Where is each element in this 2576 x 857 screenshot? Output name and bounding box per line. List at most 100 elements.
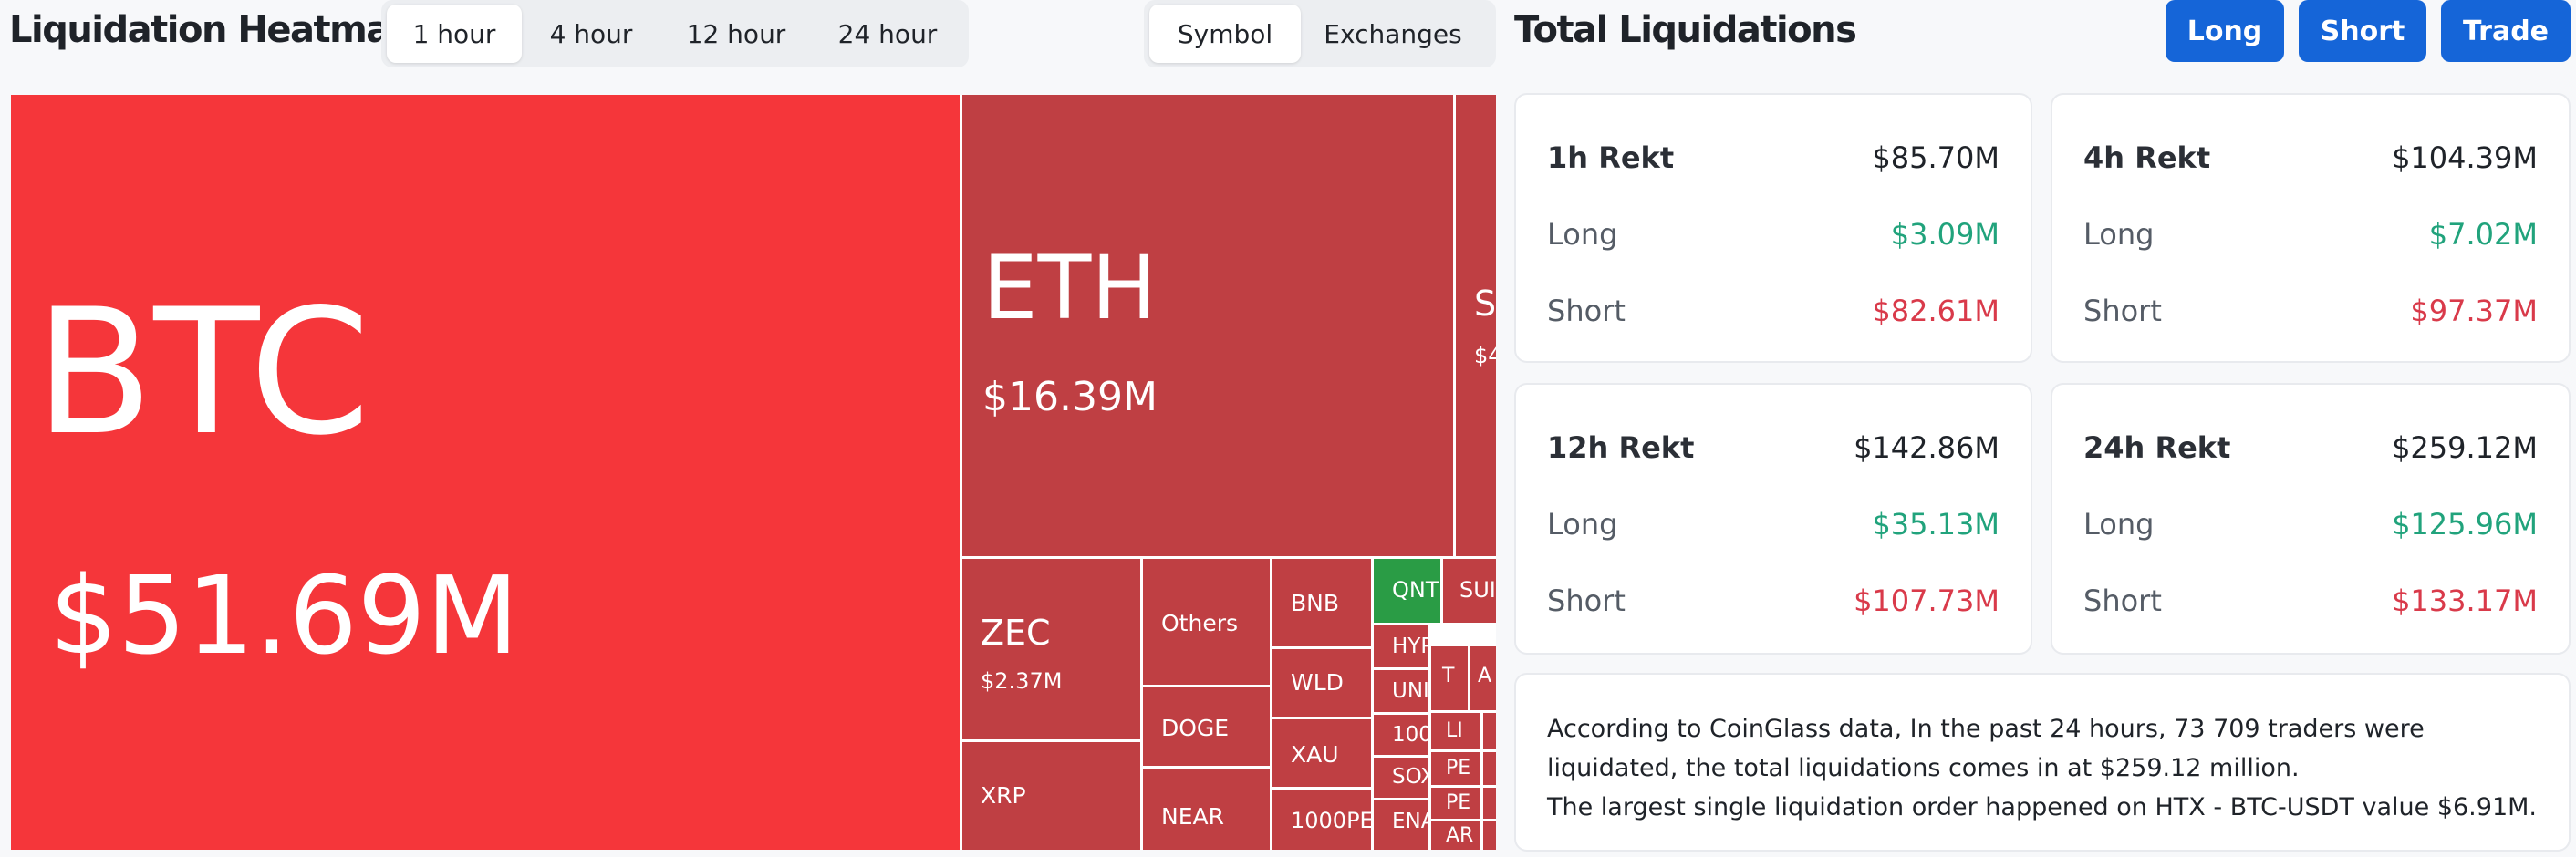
tile-symbol: ETH [982,237,1158,339]
tile-bnb[interactable]: BNB [1272,559,1371,646]
trade-button[interactable]: Trade [2441,0,2571,62]
tab-symbol[interactable]: Symbol [1149,5,1301,63]
rekt-card-24h: 24h Rekt $259.12M Long $125.96M Short $133.… [2051,383,2571,655]
view-mode-tabs: Symbol Exchanges [1144,0,1496,67]
short-label: Short [2083,294,2162,328]
tile-symbol: ZEC [981,613,1051,653]
tile-xrp[interactable]: XRP [962,742,1140,850]
short-button[interactable]: Short [2299,0,2426,62]
tile-small-2[interactable] [1483,752,1496,785]
tile-ena[interactable]: ENA [1374,800,1428,850]
tile-btc[interactable]: BTC $51.69M [11,95,960,850]
tile-symbol: WLD [1291,669,1344,696]
short-value: $82.61M [1872,294,2000,328]
tab-1-hour[interactable]: 1 hour [387,5,522,63]
tile-doge[interactable]: DOGE [1143,687,1270,766]
long-value: $35.13M [1872,507,2000,542]
short-label: Short [1547,294,1626,328]
tile-symbol: T [1442,665,1455,687]
short-value: $133.17M [2392,583,2538,618]
card-total: $142.86M [1854,430,2000,465]
tab-exchanges[interactable]: Exchanges [1324,18,1462,49]
tile-symbol: DOGE [1161,715,1230,741]
tile-xau[interactable]: XAU [1272,719,1371,787]
tile-symbol: PE [1446,791,1471,814]
tile-symbol: XAU [1291,741,1339,768]
tile-value: $4 [1474,343,1496,368]
card-label: 4h Rekt [2083,140,2211,175]
rekt-card-4h: 4h Rekt $104.39M Long $7.02M Short $97.37M [2051,93,2571,363]
tile-symbol: 100 [1392,723,1428,747]
tile-symbol: NEAR [1161,803,1224,830]
tile-symbol: HYP [1392,635,1428,658]
tile-s[interactable]: S $4 [1456,95,1496,556]
long-value: $3.09M [1890,217,2000,252]
tile-hype[interactable]: HYP [1374,625,1428,667]
tile-small-3[interactable] [1483,788,1496,819]
tile-near[interactable]: NEAR [1143,769,1270,850]
tab-24-hour[interactable]: 24 hour [837,18,938,49]
tile-eth[interactable]: ETH $16.39M [962,95,1453,556]
liquidation-summary: According to CoinGlass data, In the past… [1514,673,2571,852]
tab-4-hour[interactable]: 4 hour [549,18,633,49]
short-value: $97.37M [2410,294,2538,328]
summary-line-2: The largest single liquidation order hap… [1547,793,2537,821]
card-total: $259.12M [2392,430,2538,465]
tile-t[interactable]: T [1431,646,1468,710]
tile-symbol: UNI [1392,679,1428,703]
rekt-card-12h: 12h Rekt $142.86M Long $35.13M Short $107.7… [1514,383,2032,655]
short-label: Short [1547,583,1626,618]
tile-uni[interactable]: UNI [1374,670,1428,712]
tile-zec[interactable]: ZEC $2.37M [962,559,1140,739]
long-value: $125.96M [2392,507,2538,542]
tile-qnt[interactable]: QNT [1374,559,1440,623]
card-total: $85.70M [1872,140,2000,175]
tile-sui[interactable]: SUI [1443,559,1496,623]
card-label: 12h Rekt [1547,430,1695,465]
tile-pe-2[interactable]: PE [1431,788,1480,819]
tile-value: $2.37M [981,668,1063,694]
tile-small-4[interactable] [1483,821,1496,850]
tile-symbol: Others [1161,610,1239,636]
card-label: 24h Rekt [2083,430,2231,465]
tile-100[interactable]: 100 [1374,715,1428,755]
tile-pe-1[interactable]: PE [1431,752,1480,785]
card-label: 1h Rekt [1547,140,1675,175]
tile-value: $51.69M [49,552,519,678]
tile-symbol: S [1474,284,1496,324]
tile-symbol: SOX [1392,765,1428,789]
tile-wld[interactable]: WLD [1272,649,1371,717]
short-value: $107.73M [1854,583,2000,618]
tile-a[interactable]: A [1470,646,1496,710]
tile-symbol: QNT [1392,577,1439,603]
tile-symbol: SUI [1459,577,1496,603]
tile-symbol: PE [1446,757,1471,780]
summary-line-1: According to CoinGlass data, In the past… [1547,715,2425,782]
long-button[interactable]: Long [2166,0,2284,62]
tab-12-hour[interactable]: 12 hour [686,18,786,49]
tile-value: $16.39M [982,374,1158,420]
total-liquidations-title: Total Liquidations [1514,9,1857,51]
tile-ar[interactable]: AR [1431,821,1480,850]
tile-symbol: 1000PEP [1291,808,1371,833]
tile-symbol: XRP [981,782,1026,809]
tile-li[interactable]: LI [1431,713,1480,749]
tile-symbol: ENA [1392,810,1428,833]
tile-symbol: A [1478,665,1492,687]
short-label: Short [2083,583,2162,618]
tile-1000pepe[interactable]: 1000PEP [1272,790,1371,850]
rekt-card-1h: 1h Rekt $85.70M Long $3.09M Short $82.61M [1514,93,2032,363]
long-label: Long [2083,507,2155,542]
time-range-tabs: 1 hour 4 hour 12 hour 24 hour [381,0,969,67]
tile-others[interactable]: Others [1143,559,1270,685]
liquidation-heatmap: BTC $51.69M ETH $16.39M S $4 ZEC $2.37M … [11,95,1496,850]
tile-small-1[interactable] [1483,713,1496,749]
tile-symbol: AR [1446,824,1474,847]
tile-symbol: BTC [35,272,370,473]
tile-sox[interactable]: SOX [1374,758,1428,798]
tile-symbol: LI [1446,719,1463,742]
long-label: Long [1547,507,1618,542]
card-total: $104.39M [2392,140,2538,175]
long-label: Long [1547,217,1618,252]
long-value: $7.02M [2428,217,2538,252]
